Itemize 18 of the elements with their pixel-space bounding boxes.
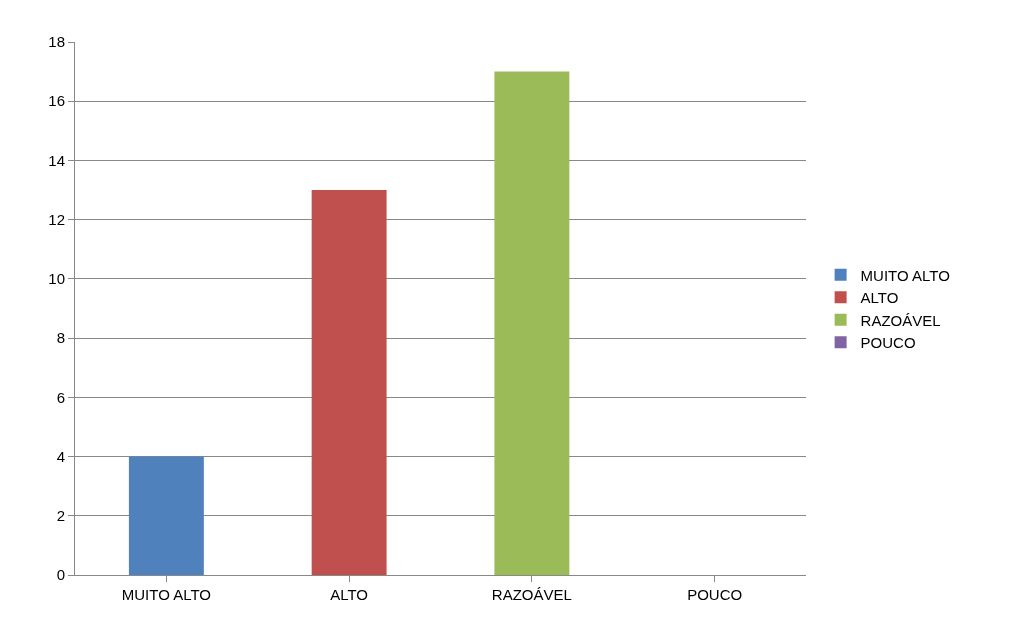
y-tick-label: 18 xyxy=(48,33,65,51)
x-tick-label: MUITO ALTO xyxy=(121,586,211,603)
y-tick-label: 10 xyxy=(48,270,65,288)
y-tick-label: 4 xyxy=(56,447,65,465)
y-tick-label: 2 xyxy=(56,507,65,525)
y-tick-label: 14 xyxy=(48,151,65,169)
x-tick-label: POUCO xyxy=(687,586,743,603)
y-tick-label: 8 xyxy=(56,329,65,347)
legend-label: RAZOÁVEL xyxy=(860,311,941,329)
legend-label: MUITO ALTO xyxy=(860,266,950,284)
x-tick-label: ALTO xyxy=(330,586,369,603)
y-tick-label: 16 xyxy=(48,92,65,110)
y-tick-label: 0 xyxy=(56,566,65,584)
legend-label: ALTO xyxy=(860,289,899,307)
legend-label: POUCO xyxy=(860,334,916,352)
x-tick-label: RAZOÁVEL xyxy=(491,586,572,603)
y-tick-label: 12 xyxy=(48,210,65,228)
y-tick-label: 6 xyxy=(56,388,65,406)
